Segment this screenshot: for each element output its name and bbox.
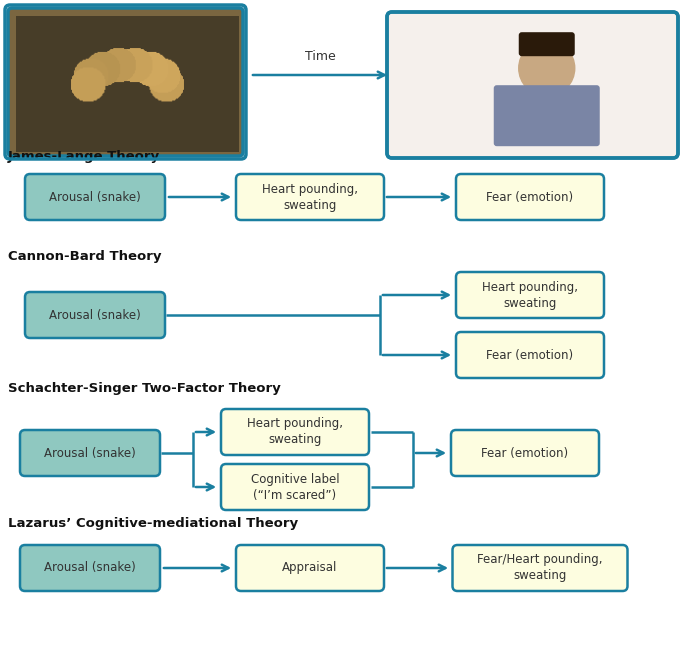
Text: Fear (emotion): Fear (emotion) [486, 191, 573, 204]
Text: Heart pounding,
sweating: Heart pounding, sweating [482, 280, 578, 310]
Text: Arousal (snake): Arousal (snake) [49, 309, 141, 322]
FancyBboxPatch shape [456, 272, 604, 318]
Text: Fear/Heart pounding,
sweating: Fear/Heart pounding, sweating [477, 553, 603, 582]
FancyBboxPatch shape [25, 174, 165, 220]
FancyBboxPatch shape [451, 430, 599, 476]
FancyBboxPatch shape [25, 292, 165, 338]
FancyBboxPatch shape [8, 8, 243, 156]
Text: Fear (emotion): Fear (emotion) [486, 348, 573, 362]
FancyBboxPatch shape [221, 409, 369, 455]
Text: Fear (emotion): Fear (emotion) [482, 447, 569, 460]
Text: Arousal (snake): Arousal (snake) [49, 191, 141, 204]
Text: James-Lange Theory: James-Lange Theory [8, 150, 160, 163]
FancyBboxPatch shape [387, 12, 678, 158]
FancyBboxPatch shape [20, 545, 160, 591]
FancyBboxPatch shape [456, 174, 604, 220]
Circle shape [518, 40, 575, 96]
FancyBboxPatch shape [236, 174, 384, 220]
Text: Lazarus’ Cognitive-mediational Theory: Lazarus’ Cognitive-mediational Theory [8, 517, 298, 530]
Text: Heart pounding,
sweating: Heart pounding, sweating [247, 417, 343, 447]
Text: Schachter-Singer Two-Factor Theory: Schachter-Singer Two-Factor Theory [8, 382, 281, 395]
Text: Heart pounding,
sweating: Heart pounding, sweating [262, 183, 358, 212]
Text: Cognitive label
(“I’m scared”): Cognitive label (“I’m scared”) [251, 472, 339, 502]
Text: Cannon-Bard Theory: Cannon-Bard Theory [8, 250, 161, 263]
FancyBboxPatch shape [518, 32, 575, 56]
FancyBboxPatch shape [493, 85, 600, 146]
FancyBboxPatch shape [236, 545, 384, 591]
Text: Time: Time [304, 50, 336, 63]
Text: Appraisal: Appraisal [282, 561, 338, 574]
Text: Arousal (snake): Arousal (snake) [44, 447, 136, 460]
Text: Arousal (snake): Arousal (snake) [44, 561, 136, 574]
FancyBboxPatch shape [452, 545, 628, 591]
FancyBboxPatch shape [20, 430, 160, 476]
FancyBboxPatch shape [456, 332, 604, 378]
FancyBboxPatch shape [221, 464, 369, 510]
